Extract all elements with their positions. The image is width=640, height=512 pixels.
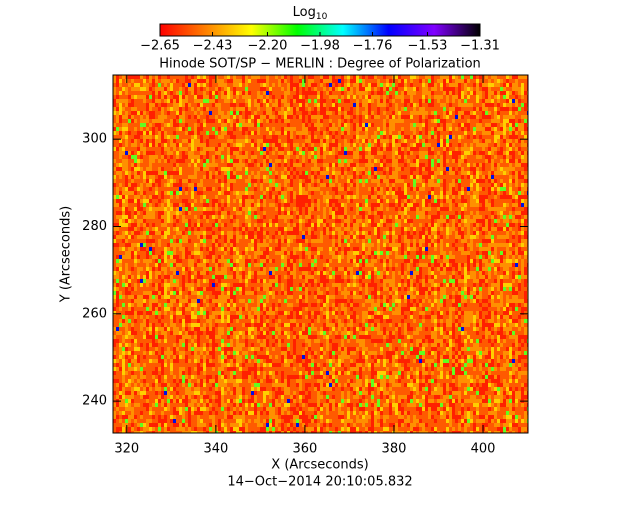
x-tick-label: 380 xyxy=(382,442,407,457)
colorbar-label-main: Log xyxy=(293,5,316,20)
x-tick-label: 360 xyxy=(293,442,318,457)
x-axis-label: X (Arcseconds) xyxy=(271,458,368,473)
x-tick-label: 320 xyxy=(114,442,139,457)
colorbar-tick-label: −1.53 xyxy=(408,39,448,54)
colorbar-tick-label: −1.76 xyxy=(353,39,393,54)
heatmap-texture xyxy=(113,75,528,433)
y-axis-label: Y (Arcseconds) xyxy=(59,206,74,303)
y-tick-label: 280 xyxy=(82,219,107,234)
heatmap xyxy=(113,75,528,433)
heatmap-texture xyxy=(113,75,527,433)
colorbar-tick-label: −2.43 xyxy=(193,39,233,54)
chart-title: Hinode SOT/SP − MERLIN : Degree of Polar… xyxy=(159,57,481,72)
heatmap-texture xyxy=(113,75,528,433)
colorbar-tick-label: −1.31 xyxy=(460,39,500,54)
subtitle: 14−Oct−2014 20:10:05.832 xyxy=(227,475,412,490)
colorbar-label-sub: 10 xyxy=(316,12,328,22)
colorbar-tick-label: −2.20 xyxy=(248,39,288,54)
x-tick-label: 400 xyxy=(471,442,496,457)
y-tick-label: 260 xyxy=(82,306,107,321)
colorbar-tick-label: −1.98 xyxy=(300,39,340,54)
plot-frame xyxy=(112,74,529,434)
colorbar-label: Log10 xyxy=(293,5,328,22)
heatmap-texture xyxy=(113,75,528,433)
colorbar-tick-label: −2.65 xyxy=(140,39,180,54)
y-tick-label: 240 xyxy=(82,394,107,409)
x-tick-label: 340 xyxy=(203,442,228,457)
y-tick-label: 300 xyxy=(82,132,107,147)
